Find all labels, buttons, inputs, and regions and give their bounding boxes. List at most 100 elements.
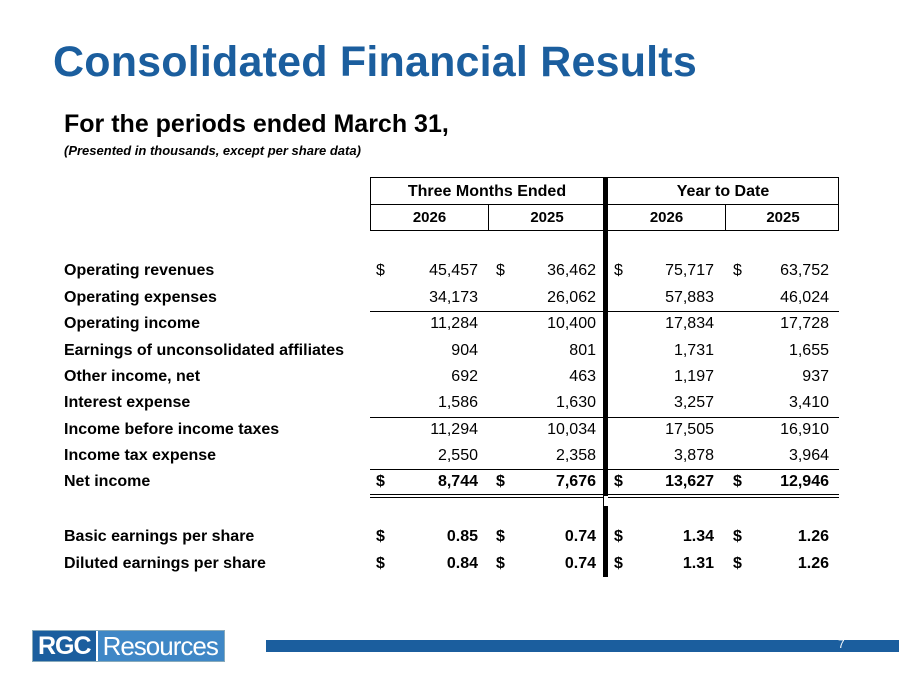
header-three-months: Three Months Ended 2026 2025 [370,177,604,231]
row-label: Other income, net [64,368,201,385]
rule-line [608,311,839,312]
table-row: Interest expense 1,586 1,630 3,257 3,410 [0,390,899,416]
value-cell: 904 [451,342,478,359]
table-row: Income tax expense 2,550 2,358 3,878 3,964 [0,443,899,469]
rule-line [608,497,839,498]
currency-symbol: $ [496,555,505,572]
value-cell: 0.85 [446,528,478,545]
value-cell: 36,462 [547,262,596,279]
header-year-ytd-current: 2026 [649,209,684,226]
value-cell: 10,034 [547,421,596,438]
value-cell: 937 [802,368,829,385]
table-row: Operating revenues $45,457 $36,462 $75,717 $… [0,258,899,284]
row-label: Earnings of unconsolidated affiliates [64,342,345,359]
value-cell: 57,883 [665,289,714,306]
value-cell: 1,586 [437,394,478,411]
currency-symbol: $ [614,528,623,545]
header-ytd-label: Year to Date [608,178,838,205]
value-cell: 46,024 [780,289,829,306]
value-cell: 1,197 [673,368,714,385]
value-cell: 11,294 [430,421,478,438]
value-cell: 45,457 [429,262,478,279]
currency-symbol: $ [376,473,385,490]
value-cell: 16,910 [780,421,829,438]
value-cell: 692 [451,368,478,385]
value-cell: 17,834 [665,315,714,332]
rule-line [608,494,839,495]
table-row: Operating expenses 34,173 26,062 57,883 46,0… [0,285,899,311]
header-year-ytd-prior: 2025 [725,205,840,231]
currency-symbol: $ [733,262,742,279]
company-logo: RGC Resources [32,630,225,662]
rule-line [370,497,604,498]
table-row: Diluted earnings per share $0.84 $0.74 $1.3… [0,551,899,577]
currency-symbol: $ [376,528,385,545]
value-cell: 26,062 [547,289,596,306]
currency-symbol: $ [614,262,623,279]
value-cell: 1.31 [682,555,714,572]
logo-text-resources: Resources [95,631,224,661]
column-separator [603,177,608,577]
value-cell: 17,728 [780,315,829,332]
rule-line [370,311,604,312]
currency-symbol: $ [614,555,623,572]
value-cell: 1.34 [682,528,714,545]
currency-symbol: $ [496,528,505,545]
value-cell: 0.74 [564,555,596,572]
row-label: Income tax expense [64,447,217,464]
value-cell: 1,731 [673,342,714,359]
units-note: (Presented in thousands, except per shar… [64,143,361,158]
row-label: Operating revenues [64,262,215,279]
table-row: Net income $8,744 $7,676 $13,627 $12,946 [0,469,899,495]
row-label: Basic earnings per share [64,528,255,545]
currency-symbol: $ [496,262,505,279]
table-row: Operating income 11,284 10,400 17,834 17,728 [0,311,899,337]
row-label: Operating income [64,315,201,332]
value-cell: 2,550 [437,447,478,464]
value-cell: 17,505 [665,421,714,438]
value-cell: 3,878 [673,447,714,464]
rule-line [370,469,604,470]
rule-line [608,417,839,418]
row-label: Net income [64,473,151,490]
value-cell: 1.26 [797,528,829,545]
table-row: Other income, net 692 463 1,197 937 [0,364,899,390]
value-cell: 0.84 [446,555,478,572]
rule-line [370,494,604,495]
value-cell: 1,655 [788,342,829,359]
row-label: Diluted earnings per share [64,555,266,572]
header-three-months-label: Three Months Ended [371,178,603,205]
value-cell: 801 [569,342,596,359]
value-cell: 8,744 [437,473,478,490]
value-cell: 34,173 [429,289,478,306]
footer-bar [266,640,899,652]
page-subtitle: For the periods ended March 31, [64,110,449,138]
currency-symbol: $ [733,473,742,490]
currency-symbol: $ [376,262,385,279]
value-cell: 12,946 [780,473,829,490]
value-cell: 11,284 [430,315,478,332]
header-year-3m-prior: 2025 [488,205,605,231]
value-cell: 75,717 [665,262,714,279]
header-ytd: Year to Date 2026 2025 [607,177,839,231]
table-row: Earnings of unconsolidated affiliates 904… [0,338,899,364]
row-label: Operating expenses [64,289,217,306]
value-cell: 3,410 [788,394,829,411]
value-cell: 10,400 [547,315,596,332]
value-cell: 3,964 [788,447,829,464]
value-cell: 463 [569,368,596,385]
header-year-3m-current: 2026 [412,209,447,226]
row-label: Interest expense [64,394,191,411]
value-cell: 0.74 [564,528,596,545]
value-cell: 1,630 [555,394,596,411]
currency-symbol: $ [733,555,742,572]
separator-gap [604,496,608,506]
rule-line [370,417,604,418]
page-title: Consolidated Financial Results [53,38,697,86]
value-cell: 1.26 [797,555,829,572]
page-number: 7 [838,637,845,651]
currency-symbol: $ [733,528,742,545]
value-cell: 3,257 [673,394,714,411]
currency-symbol: $ [376,555,385,572]
row-label: Income before income taxes [64,421,280,438]
